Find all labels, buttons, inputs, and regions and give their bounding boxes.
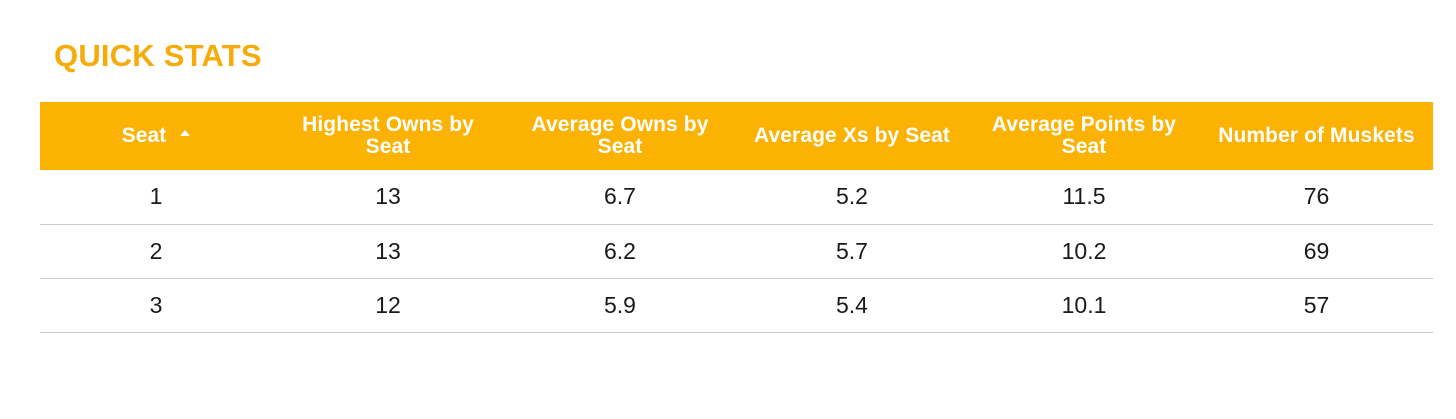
table-row: 3 12 5.9 5.4 10.1 57 bbox=[40, 278, 1433, 332]
table-cell-average-xs: 5.7 bbox=[836, 237, 868, 264]
sort-ascending-caret-icon[interactable] bbox=[180, 130, 191, 137]
table-cell-seat: 1 bbox=[149, 183, 163, 210]
table-cell-average-owns: 5.9 bbox=[604, 291, 636, 318]
table-cell-seat: 3 bbox=[149, 291, 163, 318]
table-row: 1 13 6.7 5.2 11.5 76 bbox=[40, 170, 1433, 224]
column-header-average-xs[interactable]: Average Xs by Seat bbox=[736, 102, 968, 170]
table-cell-average-xs: 5.2 bbox=[836, 183, 868, 210]
table-cell-number-of-muskets: 69 bbox=[1303, 237, 1330, 264]
table-cell-average-owns: 6.7 bbox=[604, 183, 636, 210]
table-cell-number-of-muskets: 57 bbox=[1303, 291, 1330, 318]
column-header-label: Seat bbox=[121, 124, 167, 147]
table-body: 1 13 6.7 5.2 11.5 76 2 13 6.2 5.7 10.2 6… bbox=[40, 170, 1433, 332]
table-cell-highest-owns: 13 bbox=[375, 183, 401, 210]
column-header-seat[interactable]: Seat bbox=[40, 102, 272, 170]
column-header-number-of-muskets[interactable]: Number of Muskets bbox=[1200, 102, 1433, 170]
table-cell-average-points: 10.1 bbox=[1061, 291, 1107, 318]
table-row: 2 13 6.2 5.7 10.2 69 bbox=[40, 224, 1433, 278]
column-header-label: Average Xs by Seat bbox=[754, 124, 950, 147]
table-cell-number-of-muskets: 76 bbox=[1303, 183, 1330, 210]
column-header-highest-owns[interactable]: Highest Owns by Seat bbox=[272, 102, 504, 170]
quick-stats-table: Seat Highest Owns by Seat Average Owns b… bbox=[40, 102, 1433, 333]
table-cell-average-points: 11.5 bbox=[1062, 183, 1106, 210]
table-cell-highest-owns: 13 bbox=[375, 237, 401, 264]
column-header-label: Average Owns by Seat bbox=[531, 113, 709, 158]
table-header: Seat Highest Owns by Seat Average Owns b… bbox=[40, 102, 1433, 170]
column-header-average-owns[interactable]: Average Owns by Seat bbox=[504, 102, 736, 170]
quick-stats-table-container: Seat Highest Owns by Seat Average Owns b… bbox=[40, 102, 1433, 333]
page-title: QUICK STATS bbox=[54, 38, 262, 73]
table-cell-highest-owns: 12 bbox=[375, 291, 401, 318]
table-cell-average-points: 10.2 bbox=[1061, 237, 1107, 264]
table-cell-seat: 2 bbox=[149, 237, 163, 264]
table-cell-average-xs: 5.4 bbox=[836, 291, 868, 318]
column-header-label: Highest Owns by Seat bbox=[302, 113, 474, 158]
table-cell-average-owns: 6.2 bbox=[604, 237, 636, 264]
column-header-label: Average Points by Seat bbox=[991, 113, 1177, 158]
column-header-average-points[interactable]: Average Points by Seat bbox=[968, 102, 1200, 170]
column-header-label: Number of Muskets bbox=[1218, 124, 1415, 147]
table-header-row: Seat Highest Owns by Seat Average Owns b… bbox=[40, 102, 1433, 170]
